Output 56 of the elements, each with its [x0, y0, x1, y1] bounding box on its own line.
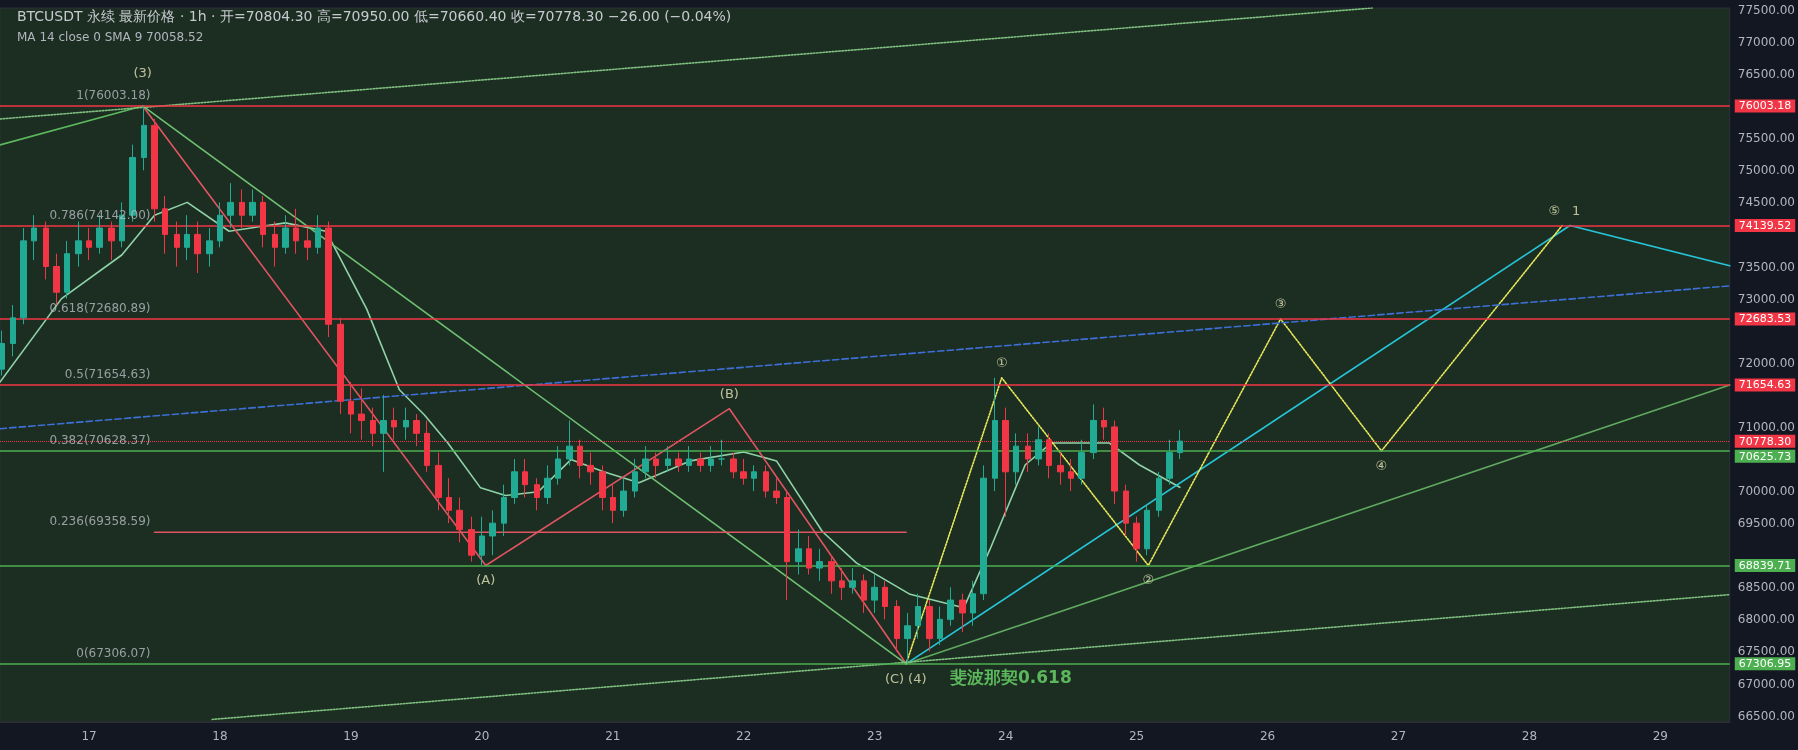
- y-tick-label: 70000.00: [1737, 484, 1796, 499]
- annotation: 0.5(71654.63): [64, 366, 151, 381]
- ref-line-label: 71654.63: [1738, 378, 1792, 392]
- y-tick-label: 67500.00: [1737, 644, 1796, 659]
- x-tick-label: 27: [1390, 729, 1407, 743]
- annotation: 1(76003.18): [76, 87, 151, 102]
- annotation: 0(67306.07): [76, 645, 151, 660]
- y-tick-label: 77000.00: [1737, 35, 1796, 49]
- x-tick-label: 28: [1521, 729, 1538, 743]
- x-tick-label: 25: [1128, 729, 1145, 743]
- x-tick-label: 18: [212, 729, 228, 743]
- annotation: (C): [884, 670, 905, 686]
- ref-line-label: 68839.71: [1738, 558, 1792, 572]
- annotation: 0.236(69358.59): [49, 514, 151, 529]
- ref-line-label: 72683.53: [1738, 312, 1792, 326]
- annotation: ③: [1274, 295, 1287, 311]
- x-tick-label: 21: [605, 729, 621, 743]
- annotation: 0.382(70628.37): [49, 432, 151, 447]
- y-tick-label: 74500.00: [1737, 195, 1796, 210]
- x-tick-label: 26: [1259, 729, 1276, 743]
- y-tick-label: 71000.00: [1737, 419, 1796, 434]
- chart-title: BTCUSDT 永续 最新价格 · 1h · 开=70804.30 高=70950.00 低=70660.40 收=70778.30 −26.00 (−0.04%): [17, 8, 732, 24]
- annotation: 斐波那契0.618: [950, 666, 1072, 687]
- ref-line-label: 67306.95: [1738, 657, 1792, 671]
- y-tick-label: 77500.00: [1737, 2, 1796, 17]
- y-tick-label: 66500.00: [1737, 708, 1796, 723]
- x-tick-label: 22: [736, 729, 752, 743]
- ref-line-label: 76003.18: [1738, 99, 1792, 113]
- annotation: ①: [995, 354, 1008, 370]
- y-tick-label: 67000.00: [1737, 676, 1796, 691]
- y-tick-label: 73000.00: [1737, 291, 1796, 306]
- x-tick-label: 17: [81, 729, 97, 743]
- text: MA 14 close 0 SMA 9 70058.52: [17, 30, 204, 44]
- x-tick-label: 19: [343, 729, 359, 743]
- y-tick-label: 75000.00: [1737, 163, 1796, 178]
- annotation: (4): [908, 670, 927, 686]
- annotation: (A): [476, 572, 496, 588]
- y-tick-label: 73500.00: [1737, 259, 1796, 274]
- ref-line-label: 70778.30: [1738, 434, 1792, 448]
- x-tick-label: 24: [997, 729, 1014, 743]
- annotation: 1: [1571, 202, 1581, 218]
- y-tick-label: 68000.00: [1737, 612, 1796, 627]
- ref-line-label: 74139.52: [1738, 219, 1792, 232]
- x-tick-label: 29: [1652, 729, 1668, 743]
- y-tick-label: 72000.00: [1737, 355, 1796, 370]
- ref-line-label: 70625.73: [1738, 449, 1792, 463]
- y-tick-label: 68500.00: [1737, 580, 1796, 595]
- y-tick-label: 76500.00: [1737, 67, 1796, 82]
- annotation: ⑤: [1548, 202, 1561, 218]
- y-tick-label: 75500.00: [1737, 131, 1796, 146]
- annotation: ④: [1375, 457, 1388, 473]
- x-tick-label: 20: [474, 729, 490, 743]
- annotation: (B): [719, 385, 739, 401]
- y-tick-label: 69500.00: [1737, 516, 1796, 531]
- x-tick-label: 23: [867, 729, 883, 743]
- annotation: (3): [133, 64, 152, 80]
